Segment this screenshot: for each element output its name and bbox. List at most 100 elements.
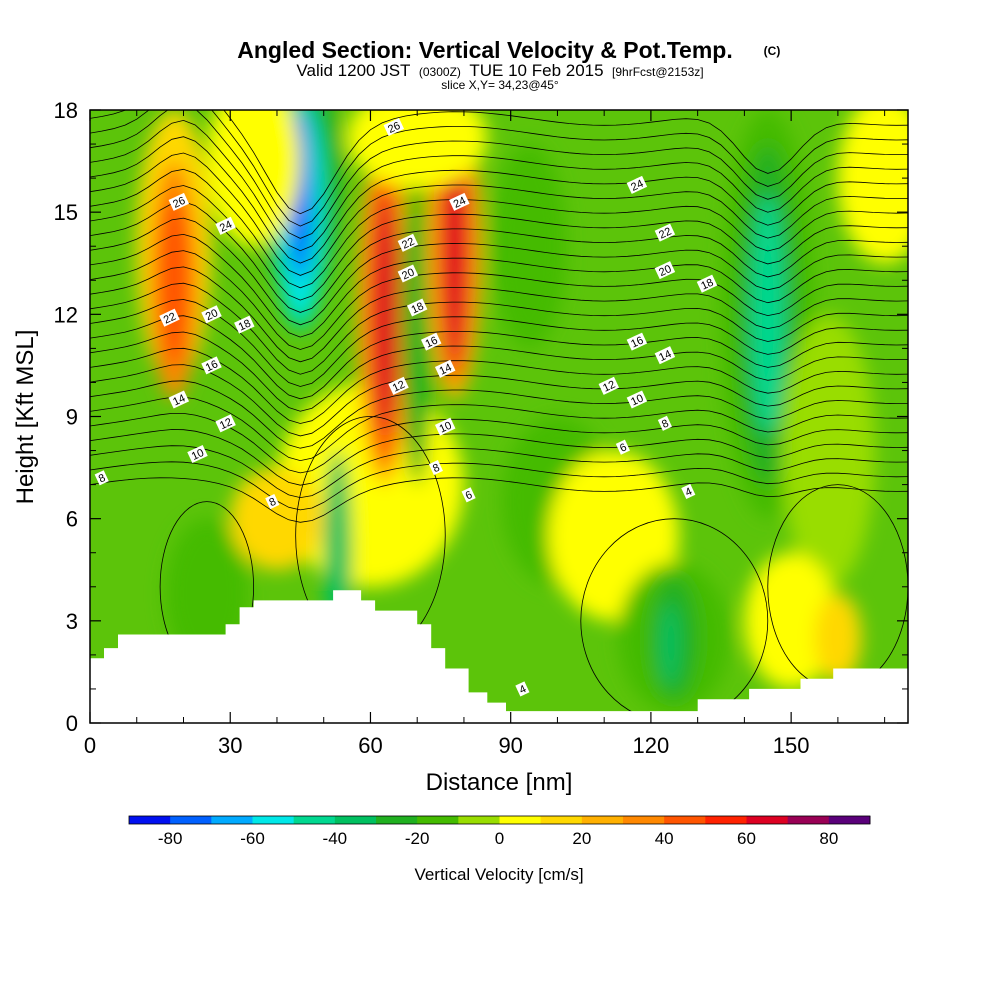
colorbar-segment (170, 816, 212, 824)
contour-label: 8 (265, 494, 280, 510)
contour-label-text: 24 (218, 219, 234, 235)
contour-label-text: 24 (629, 178, 645, 194)
colorbar-tick-label: -60 (240, 829, 265, 848)
contour-label-box (434, 417, 456, 436)
velocity-cell (206, 110, 301, 247)
contour-label-box (434, 359, 456, 378)
contour-label-text: 14 (657, 348, 673, 364)
colorbar-segment (334, 816, 377, 824)
colorbar-segment (540, 816, 583, 824)
contour-label-text: 10 (190, 447, 206, 463)
y-axis: 0 3 6 9 12 15 18 (54, 98, 908, 736)
subtitle-date: TUE 10 Feb 2015 (469, 61, 603, 80)
colorbar-tick-label: 60 (737, 829, 756, 848)
contour-label-box (234, 315, 255, 334)
contour-label: 26 (383, 117, 405, 137)
contour-label: 24 (449, 192, 470, 211)
contour-label-text: 6 (464, 489, 475, 502)
velocity-cell (442, 127, 467, 366)
contour-label: 10 (626, 390, 648, 409)
colorbar-segment (376, 816, 418, 824)
velocity-cell (660, 603, 679, 686)
contour-label-box (449, 192, 470, 211)
velocity-cell (837, 110, 908, 264)
colorbar-segment (581, 816, 624, 824)
theta-contour (90, 347, 908, 424)
contour-label-text: 22 (400, 236, 416, 252)
x-tick-label: 60 (358, 733, 382, 758)
contour-label-box (187, 444, 208, 464)
theta-contour (90, 282, 908, 375)
contour-label-box (265, 494, 280, 510)
x-tick-label: 150 (773, 733, 810, 758)
colorbar-segment (129, 816, 171, 824)
subtitle-forecast: [9hrFcst@2153z] (612, 65, 704, 79)
colorbar-frame (128, 815, 871, 825)
colorbar-tick-label: 20 (572, 829, 591, 848)
contour-label-text: 6 (618, 441, 629, 454)
contour-label-text: 10 (438, 420, 454, 436)
theta-contour (90, 233, 908, 338)
contour-label: 16 (201, 356, 222, 375)
contour-label: 4 (681, 483, 696, 499)
contour-label-box (406, 298, 428, 317)
contour-label: 20 (654, 261, 676, 280)
contour-label: 6 (461, 487, 476, 502)
contour-label-box (388, 376, 409, 395)
contour-label-text: 10 (629, 392, 645, 408)
contour-label-text: 26 (171, 195, 187, 211)
contour-label-box (94, 470, 109, 486)
colorbar-tick-label: -20 (405, 829, 430, 848)
contour-label-box (397, 233, 419, 252)
colorbar-segment (499, 816, 542, 824)
x-axis: 0 30 60 90 120 150 (84, 110, 886, 758)
contour-label: 14 (654, 346, 676, 365)
contour-label: 14 (168, 390, 190, 409)
contour-label-text: 20 (657, 263, 673, 279)
subtitle-valid: Valid 1200 JST (296, 61, 410, 80)
contour-label-box (626, 390, 648, 409)
colorbar-tick-label: -80 (158, 829, 183, 848)
y-tick-label: 6 (66, 507, 78, 532)
contour-label-box (615, 439, 630, 455)
colorbar: -80 -60 -40 -20 0 20 40 60 80 (128, 815, 871, 848)
colorbar-label: Vertical Velocity [cm/s] (414, 865, 583, 884)
contour-label-text: 22 (162, 311, 178, 327)
contour-label-text: 8 (267, 496, 278, 509)
theta-contour (90, 110, 908, 215)
theta-contour (90, 461, 908, 511)
y-tick-label: 18 (54, 98, 78, 123)
theta-contour (90, 110, 908, 227)
theta-contour (90, 299, 908, 387)
colorbar-segment (293, 816, 336, 824)
contour-label: 18 (234, 315, 255, 334)
velocity-cell (372, 195, 397, 434)
plot-area: 8 26 24 22 20 18 16 14 12 10 8 26 24 22 20 18 16 12 14 10 8 6… (90, 110, 908, 723)
contour-label-box (696, 274, 718, 293)
contour-label-box (654, 261, 676, 280)
contour-labels: 8 26 24 22 20 18 16 14 12 10 8 26 24 22 20 18 16 12 14 10 8 6… (94, 117, 718, 697)
contour-label-box (420, 332, 442, 351)
contour-label: 12 (388, 376, 409, 395)
theta-contour (90, 477, 908, 523)
theta-contour (90, 217, 908, 326)
contour-label-text: 8 (97, 472, 108, 485)
contour-label-text: 8 (660, 417, 671, 430)
contour-label-box (657, 415, 672, 431)
theta-contour (90, 185, 908, 301)
contour-label-text: 26 (386, 120, 402, 136)
contour-label: 20 (397, 264, 419, 283)
colorbar-segment (746, 816, 789, 824)
x-tick-label: 120 (633, 733, 670, 758)
contour-label-box (626, 175, 648, 194)
y-tick-label: 12 (54, 302, 78, 327)
y-axis-label: Height [Kft MSL] (12, 330, 39, 505)
contour-label: 14 (434, 359, 456, 378)
theta-contour (90, 315, 908, 400)
contour-label-box (215, 216, 236, 235)
contour-label: 22 (654, 223, 676, 242)
contour-label: 8 (94, 470, 109, 486)
contour-label-text: 12 (218, 416, 234, 432)
x-tick-label: 0 (84, 733, 96, 758)
contour-label-box (515, 681, 530, 697)
